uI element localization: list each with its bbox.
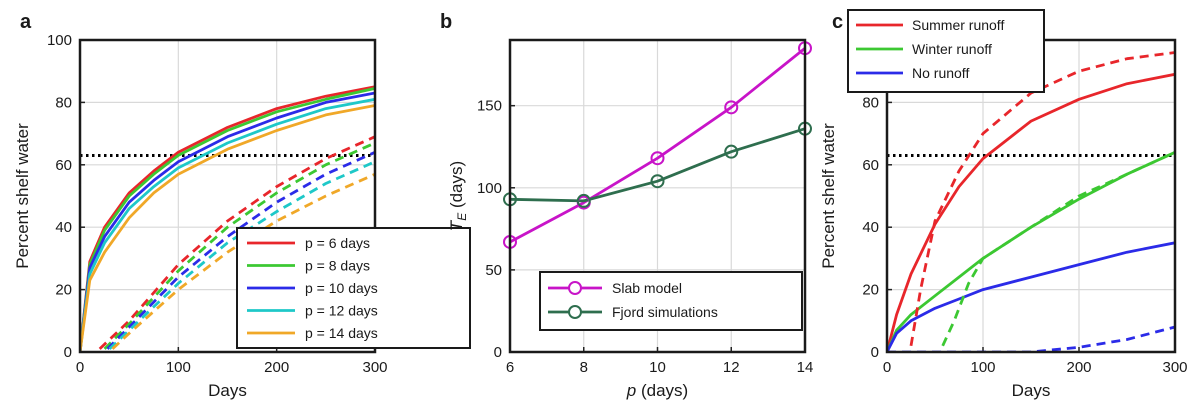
series-line-4 xyxy=(941,151,1175,347)
x-axis-label: Days xyxy=(208,381,247,400)
legend: Slab model Fjord simulations xyxy=(539,271,803,331)
y-tick-label: 80 xyxy=(862,94,879,111)
legend-label: Winter runoff xyxy=(912,41,992,57)
x-tick-label: 0 xyxy=(883,359,891,376)
y-tick-label: 50 xyxy=(485,262,502,279)
y-axis-label-sub: E xyxy=(455,212,469,221)
series-line-8 xyxy=(108,160,375,350)
panel-label: c xyxy=(832,11,843,33)
chart-panel-a: 0 100 200 300 0 20 40 60 80 100 Days Percent shelf … xyxy=(13,11,471,400)
chart-panel-c: 0 100 200 300 0 20 40 60 80 Days Percent shelf wat… xyxy=(819,9,1188,400)
data-point xyxy=(724,144,739,159)
series-line-3 xyxy=(80,97,375,352)
series-line-0 xyxy=(887,72,1175,352)
x-tick-label: 6 xyxy=(506,359,514,376)
y-tick-label: 0 xyxy=(64,344,72,361)
series-line-9 xyxy=(111,172,375,350)
y-axis-label-unit: (days) xyxy=(447,161,466,213)
x-tick-label: 300 xyxy=(362,359,387,376)
y-tick-label: 100 xyxy=(47,32,72,49)
legend-box xyxy=(539,271,803,331)
y-axis-label: Percent shelf water xyxy=(819,123,838,269)
series-line-1 xyxy=(887,151,1175,352)
y-axis-label-var: T xyxy=(447,219,466,231)
x-tick-label: 10 xyxy=(649,359,666,376)
series-group xyxy=(510,47,805,244)
series-line-2 xyxy=(887,241,1175,352)
y-tick-label: 100 xyxy=(477,180,502,197)
x-axis-label-unit: (days) xyxy=(636,381,688,400)
series-line-4 xyxy=(80,104,375,352)
series-line-7 xyxy=(106,151,375,350)
legend-label: p = 12 days xyxy=(305,303,378,319)
series-line-2 xyxy=(80,91,375,352)
data-point xyxy=(650,151,665,166)
legend-label: p = 8 days xyxy=(305,258,370,274)
series-line-6 xyxy=(103,141,375,350)
x-tick-label: 0 xyxy=(76,359,84,376)
x-axis-label: Days xyxy=(1012,381,1051,400)
series-group xyxy=(887,51,1175,352)
data-point xyxy=(650,174,665,189)
x-tick-label: 12 xyxy=(723,359,740,376)
y-tick-label: 0 xyxy=(494,344,502,361)
y-tick-label: 0 xyxy=(871,344,879,361)
x-tick-label: 100 xyxy=(166,359,191,376)
y-tick-label: 60 xyxy=(55,157,72,174)
legend-label: Summer runoff xyxy=(912,17,1004,33)
legend-label: No runoff xyxy=(912,65,969,81)
panel-label: b xyxy=(440,11,452,33)
legend-label: p = 14 days xyxy=(305,325,378,341)
x-tick-label: 8 xyxy=(580,359,588,376)
y-tick-label: 20 xyxy=(55,282,72,299)
legend-label: Fjord simulations xyxy=(612,304,718,320)
series-line-1 xyxy=(80,87,375,352)
plot-frame xyxy=(508,38,807,354)
legend-label: Slab model xyxy=(612,280,682,296)
panel-label: a xyxy=(20,11,32,33)
y-tick-label: 40 xyxy=(862,219,879,236)
series-line-3 xyxy=(909,51,1175,347)
legend-label: p = 6 days xyxy=(305,235,370,251)
series-line-5 xyxy=(887,325,1175,352)
y-tick-label: 60 xyxy=(862,157,879,174)
y-axis-label: TE (days) xyxy=(447,161,469,231)
x-tick-label: 300 xyxy=(1162,359,1187,376)
x-axis-label-var: p xyxy=(626,381,636,400)
x-tick-label: 200 xyxy=(264,359,289,376)
series-line-0 xyxy=(510,47,805,244)
legend-marker xyxy=(568,305,582,319)
y-tick-label: 80 xyxy=(55,94,72,111)
legend-label: p = 10 days xyxy=(305,280,378,296)
plot-frame xyxy=(78,38,377,354)
legend: p = 6 days p = 8 days p = 10 days p = 12 da… xyxy=(236,227,471,349)
series-line-1 xyxy=(510,127,805,203)
x-tick-label: 100 xyxy=(970,359,995,376)
y-axis-label: Percent shelf water xyxy=(13,123,32,269)
y-tick-label: 150 xyxy=(477,98,502,115)
x-axis-label: p (days) xyxy=(626,381,688,400)
y-tick-label: 20 xyxy=(862,282,879,299)
legend: Summer runoff Winter runoff No runoff xyxy=(847,9,1045,93)
x-tick-label: 200 xyxy=(1066,359,1091,376)
data-point xyxy=(724,100,739,115)
y-tick-label: 40 xyxy=(55,219,72,236)
series-line-5 xyxy=(98,135,375,350)
legend-marker xyxy=(568,281,582,295)
series-group xyxy=(80,85,375,352)
x-tick-label: 14 xyxy=(797,359,814,376)
data-point xyxy=(576,193,591,208)
